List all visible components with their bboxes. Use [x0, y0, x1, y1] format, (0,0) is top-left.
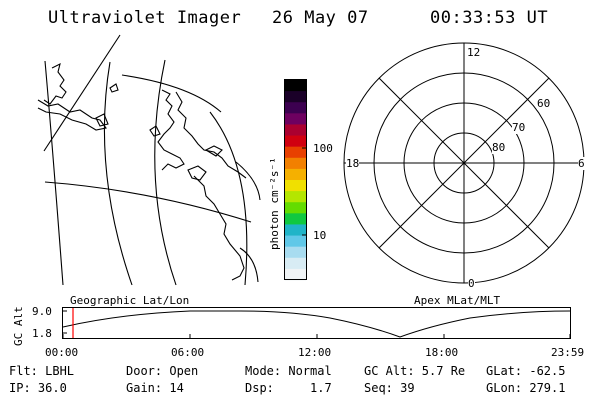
map-grid-line [239, 247, 259, 283]
mlt-label-12: 12 [467, 46, 481, 59]
altitude-plot [62, 307, 571, 339]
coastline [37, 99, 107, 131]
altitude-x-tick-label: 18:00 [425, 346, 459, 359]
glat-info: GLat: -62.5 [486, 364, 566, 378]
colorbar-stripe [285, 202, 306, 214]
polar-plot-label: Apex MLat/MLT [414, 294, 501, 307]
door-info: Door: Open [126, 364, 199, 378]
coastline [187, 165, 207, 181]
colorbar-stripe [285, 213, 306, 225]
colorbar-stripe [285, 235, 306, 248]
filter-info: Flt: LBHL [9, 364, 75, 378]
mlt-label-0: 0 [468, 277, 475, 290]
coastline [109, 83, 119, 93]
mlt-label-6: 6 [578, 157, 585, 170]
colorbar-stripe [285, 246, 306, 259]
coastline [157, 89, 185, 171]
mode-info: Mode: Normal [245, 364, 332, 378]
colorbar-tick-100: 100 [313, 142, 333, 155]
map-grid-line [44, 60, 64, 286]
mlt-label-18: 18 [346, 157, 360, 170]
altitude-x-tick-label: 12:00 [298, 346, 332, 359]
colorbar-stripe [285, 113, 306, 125]
altitude-axis-title: GC Alt [12, 306, 25, 346]
altitude-x-tick-label: 23:59 [551, 346, 585, 359]
gc-alt-info: GC Alt: 5.7 Re [364, 364, 466, 378]
colorbar-stripe [285, 135, 306, 148]
colorbar-stripe [285, 224, 306, 237]
colorbar-stripe [285, 157, 306, 170]
app-title: Ultraviolet Imager [48, 8, 242, 28]
mlat-label-80: 80 [492, 141, 506, 154]
map-grid-line [154, 59, 177, 286]
geo-map-label: Geographic Lat/Lon [70, 294, 190, 307]
map-grid-line [121, 74, 222, 113]
glon-info: GLon: 279.1 [486, 381, 566, 395]
mlat-label-60: 60 [537, 97, 551, 110]
colorbar-stripe [285, 146, 306, 159]
altitude-plot-frame [62, 307, 571, 339]
colorbar-stripe [285, 257, 306, 270]
altitude-x-ticks [62, 334, 571, 338]
colorbar-stripe [285, 80, 306, 92]
mlat-label-70: 70 [512, 121, 526, 134]
map-grid-line [235, 161, 261, 201]
time-label: 00:33:53 UT [430, 8, 549, 28]
colorbar-stripe [285, 102, 306, 114]
colorbar-stripe [285, 268, 306, 281]
altitude-x-tick-label: 06:00 [171, 346, 205, 359]
altitude-y-tick-label: 9.0 [32, 305, 52, 318]
polar-diagonal [378, 77, 550, 249]
map-grid-line [44, 181, 252, 223]
altitude-y-tick-label: 1.8 [32, 327, 52, 340]
map-grid-line [103, 61, 133, 286]
color-bar [284, 79, 307, 281]
coastline [193, 175, 245, 281]
altitude-x-tick-label: 00:00 [45, 346, 79, 359]
seq-info: Seq: 39 [364, 381, 415, 395]
colorbar-stripe [285, 180, 306, 192]
date-label: 26 May 07 [272, 8, 369, 28]
coastline [95, 113, 109, 127]
altitude-curve [62, 310, 571, 338]
colorbar-stripe [285, 91, 306, 103]
polar-plot [343, 42, 585, 284]
colorbar-stripe [285, 168, 306, 181]
map-grid-line [209, 111, 248, 286]
dsp-info: Dsp: 1.7 [245, 381, 332, 395]
gain-info: Gain: 14 [126, 381, 184, 395]
ip-info: IP: 36.0 [9, 381, 67, 395]
coastline [43, 62, 67, 105]
colorbar-stripe [285, 191, 306, 203]
coastline [149, 125, 161, 137]
colorbar-unit-label: photon cm⁻²s⁻¹ [268, 157, 281, 250]
coastline [175, 91, 247, 179]
coastline [204, 145, 223, 157]
colorbar-stripe [285, 124, 306, 137]
colorbar-tick-10: 10 [313, 229, 327, 242]
map-grid-line [43, 34, 121, 152]
